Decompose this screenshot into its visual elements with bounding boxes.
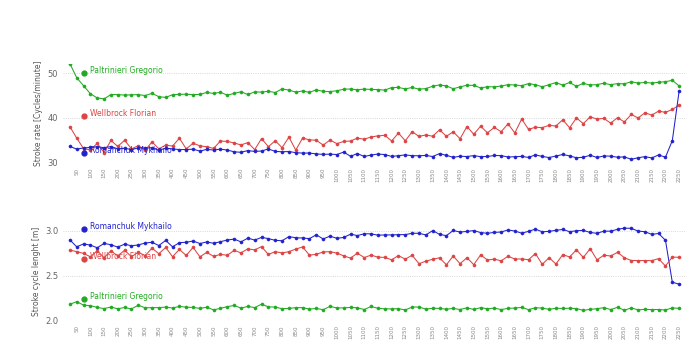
Text: Paltrinieri Gregorio: Paltrinieri Gregorio [90, 66, 163, 75]
Text: Romanchuk Mykhailo: Romanchuk Mykhailo [90, 222, 172, 231]
Text: Romanchuk Mykhailo: Romanchuk Mykhailo [90, 146, 172, 155]
Y-axis label: Stroke rate [Cycles/minute]: Stroke rate [Cycles/minute] [34, 61, 43, 166]
Text: Wellbrock Florian: Wellbrock Florian [90, 252, 157, 261]
Text: Wellbrock Florian: Wellbrock Florian [90, 109, 157, 117]
Text: Paltrinieri Gregorio: Paltrinieri Gregorio [90, 292, 163, 301]
Y-axis label: Stroke cycle lenght [m]: Stroke cycle lenght [m] [32, 226, 41, 316]
